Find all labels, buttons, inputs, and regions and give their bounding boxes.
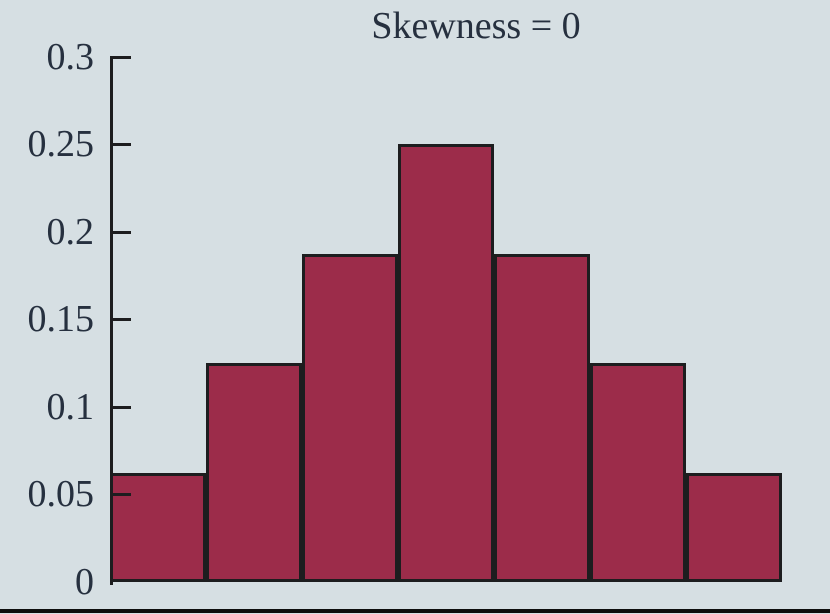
histogram-bar-2 — [206, 363, 302, 582]
y-tick-0.25 — [110, 143, 131, 146]
y-tick-label-0.25: 0.25 — [27, 123, 95, 165]
y-tick-label-0.2: 0.2 — [46, 211, 95, 253]
histogram-bar-4 — [398, 144, 494, 582]
y-tick-0.3 — [110, 56, 131, 59]
y-tick-label-0.05: 0.05 — [27, 473, 95, 515]
y-tick-label-0.15: 0.15 — [27, 298, 95, 340]
histogram-bar-1 — [110, 473, 206, 582]
y-tick-label-0.1: 0.1 — [46, 386, 95, 428]
y-tick-0.05 — [110, 493, 131, 496]
y-tick-0.1 — [110, 406, 131, 409]
histogram-bar-3 — [302, 254, 398, 582]
y-tick-0.15 — [110, 318, 131, 321]
y-tick-0.2 — [110, 231, 131, 234]
chart-title: Skewness = 0 — [371, 5, 581, 47]
histogram-bar-5 — [494, 254, 590, 582]
y-tick-label-0: 0 — [75, 561, 94, 603]
y-tick-label-0.3: 0.3 — [46, 36, 95, 78]
y-axis-line — [110, 57, 113, 585]
histogram-bar-7 — [686, 473, 782, 582]
figure-bottom-rule — [0, 609, 830, 613]
histogram-bar-6 — [590, 363, 686, 582]
